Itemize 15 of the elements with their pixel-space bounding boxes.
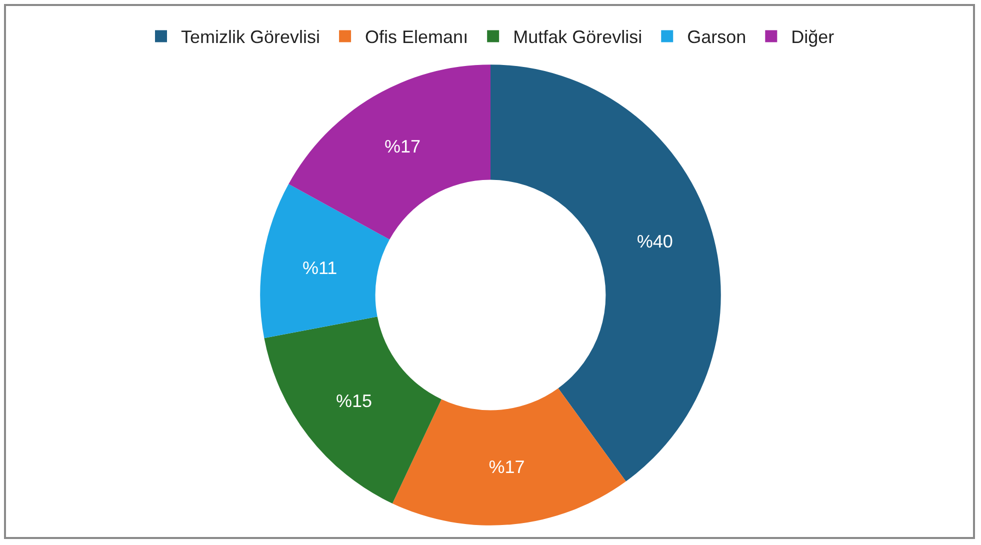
donut-slice xyxy=(392,388,626,526)
data-label: %17 xyxy=(384,136,421,156)
legend-label: Ofis Elemanı xyxy=(365,27,468,48)
legend-label: Diğer xyxy=(791,27,834,48)
donut-slice xyxy=(264,316,442,504)
donut-slice xyxy=(288,64,490,240)
data-label: %11 xyxy=(302,258,338,278)
donut-slice xyxy=(490,64,720,482)
legend-label: Mutfak Görevlisi xyxy=(513,27,642,48)
donut-slice xyxy=(260,184,390,338)
data-label: %40 xyxy=(636,232,673,252)
data-label: %15 xyxy=(336,390,372,411)
legend-label: Temizlik Görevlisi xyxy=(181,27,320,48)
data-label: %17 xyxy=(488,457,525,478)
legend-label: Garson xyxy=(687,27,746,48)
